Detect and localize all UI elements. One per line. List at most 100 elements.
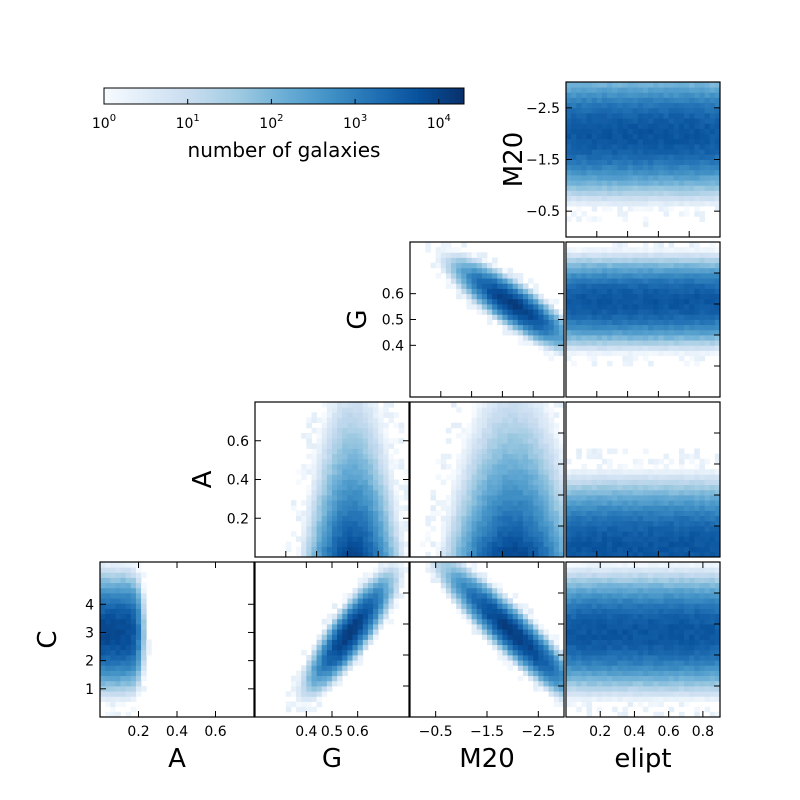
heatmap-cell	[378, 598, 384, 604]
heatmap-cell	[658, 293, 664, 300]
heatmap-cell	[100, 572, 106, 578]
heatmap-cell	[451, 479, 457, 486]
heatmap-cell	[538, 495, 544, 501]
heatmap-cell	[517, 603, 524, 609]
heatmap-cell	[689, 154, 695, 160]
heatmap-cell	[566, 154, 572, 160]
heatmap-cell	[332, 433, 338, 439]
heatmap-cell	[321, 515, 328, 522]
heatmap-cell	[548, 350, 555, 357]
heatmap-cell	[576, 577, 582, 584]
heatmap-cell	[632, 495, 639, 501]
heatmap-cell	[538, 407, 544, 413]
heatmap-cell	[591, 567, 598, 573]
heatmap-cell	[367, 469, 374, 475]
heatmap-cell	[643, 629, 649, 635]
heatmap-cell	[125, 675, 132, 682]
heatmap-cell	[383, 567, 389, 573]
heatmap-cell	[456, 515, 462, 522]
heatmap-cell	[632, 520, 639, 527]
heatmap-cell	[141, 644, 147, 651]
heatmap-cell	[581, 288, 587, 295]
heatmap-cell	[466, 443, 472, 449]
heatmap-cell	[378, 577, 384, 584]
heatmap-cell	[332, 402, 338, 408]
heatmap-cell	[601, 335, 608, 341]
heatmap-cell	[528, 660, 534, 666]
heatmap-cell	[622, 495, 628, 501]
heatmap-cell	[543, 665, 549, 671]
heatmap-cell	[548, 298, 555, 305]
heatmap-cell	[367, 453, 374, 460]
heatmap-cell	[522, 644, 529, 651]
y-tick-label: 0.5	[382, 313, 404, 329]
heatmap-cell	[451, 252, 457, 258]
heatmap-cell	[456, 453, 462, 460]
heatmap-cell	[678, 314, 685, 320]
heatmap-cell	[627, 603, 634, 609]
heatmap-cell	[581, 314, 587, 320]
heatmap-cell	[558, 691, 564, 697]
heatmap-cell	[471, 526, 478, 532]
heatmap-cell	[632, 458, 639, 465]
heatmap-cell	[637, 87, 644, 93]
heatmap-cell	[643, 262, 649, 269]
heatmap-cell	[502, 417, 508, 424]
heatmap-cell	[704, 510, 711, 517]
heatmap-cell	[543, 298, 549, 305]
heatmap-cell	[581, 107, 587, 114]
heatmap-cell	[367, 443, 374, 449]
heatmap-cell	[694, 190, 700, 197]
heatmap-cell	[571, 144, 577, 150]
heatmap-cell	[316, 464, 323, 470]
heatmap-cell	[357, 613, 364, 620]
heatmap-cell	[403, 526, 409, 532]
heatmap-cell	[632, 123, 639, 129]
heatmap-cell	[658, 520, 664, 527]
heatmap-cell	[663, 200, 670, 207]
heatmap-cell	[522, 474, 529, 480]
heatmap-cell	[533, 520, 539, 527]
heatmap-cell	[481, 520, 488, 527]
heatmap-cell	[342, 448, 348, 455]
heatmap-cell	[543, 319, 549, 326]
heatmap-cell	[497, 304, 503, 310]
heatmap-cell	[622, 262, 628, 269]
heatmap-cell	[487, 469, 493, 475]
heatmap-cell	[632, 567, 639, 573]
heatmap-cell	[571, 149, 577, 155]
heatmap-cell	[684, 469, 690, 475]
heatmap-cell	[581, 97, 587, 104]
heatmap-cell	[678, 128, 685, 135]
heatmap-cell	[512, 624, 519, 630]
heatmap-cell	[653, 278, 659, 284]
heatmap-cell	[627, 495, 634, 501]
heatmap-cell	[497, 593, 503, 599]
heatmap-cell	[512, 629, 519, 635]
heatmap-cell	[347, 443, 353, 449]
heatmap-cell	[704, 329, 711, 336]
heatmap-cell	[388, 526, 394, 532]
heatmap-cell	[591, 562, 598, 568]
heatmap-cell	[522, 288, 529, 295]
heatmap-cell	[528, 484, 534, 491]
heatmap-cell	[566, 293, 572, 300]
heatmap-cell	[373, 458, 379, 465]
heatmap-cell	[517, 649, 524, 656]
heatmap-cell	[622, 500, 628, 506]
heatmap-cell	[643, 97, 649, 104]
heatmap-cell	[678, 495, 685, 501]
heatmap-cell	[301, 474, 307, 480]
heatmap-cell	[612, 546, 618, 553]
heatmap-cell	[576, 267, 582, 274]
heatmap-cell	[596, 200, 603, 207]
heatmap-cell	[533, 427, 539, 434]
heatmap-cell	[337, 649, 343, 656]
heatmap-cell	[146, 644, 152, 651]
heatmap-cell	[316, 469, 323, 475]
heatmap-cell	[571, 107, 577, 114]
heatmap-cell	[373, 417, 379, 424]
heatmap-cell	[576, 582, 582, 589]
heatmap-cell	[507, 293, 514, 300]
heatmap-cell	[709, 329, 716, 336]
